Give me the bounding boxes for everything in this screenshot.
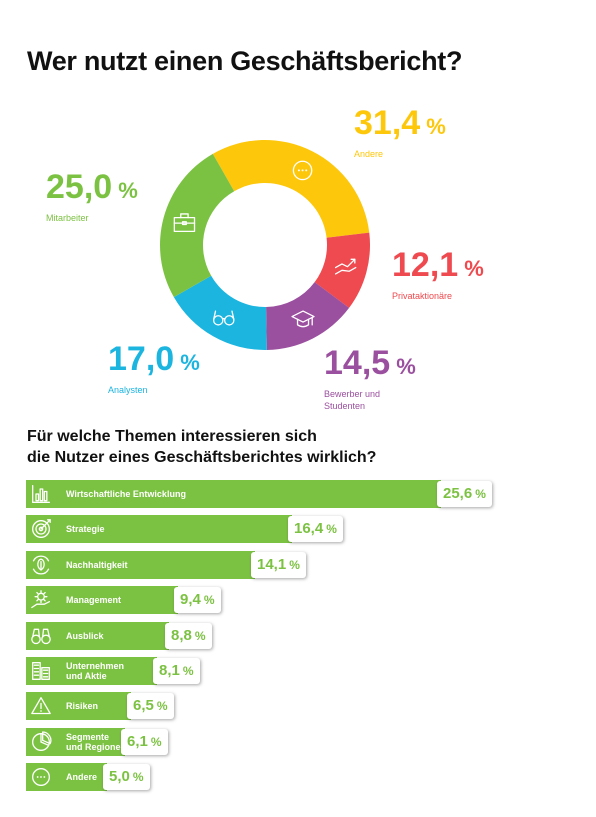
bar-value-unit: % (182, 664, 194, 678)
donut-label-3: 17,0% Analysten (108, 342, 200, 396)
bar-label: Strategie (66, 524, 105, 534)
bar-value-label: 14,1% (251, 552, 306, 578)
bar-row: Andere 5,0% (26, 763, 177, 791)
hand-chart-icon (334, 258, 357, 275)
donut-category-label: Bewerber und Studenten (324, 389, 381, 411)
donut-value-number: 25,0 (46, 168, 113, 206)
bar-value-label: 9,4% (174, 587, 221, 613)
bar-row: Risiken 6,5% (26, 692, 201, 720)
bar-value-unit: % (132, 770, 144, 784)
bar (26, 657, 157, 685)
bar-value-unit: % (150, 735, 162, 749)
donut-value-number: 14,5 (324, 344, 391, 382)
bar-value-number: 8,8 (171, 627, 192, 644)
bar-value-number: 5,0 (109, 768, 130, 785)
donut-value: 17,0% (108, 342, 200, 380)
bar-value-unit: % (156, 699, 168, 713)
bar (26, 692, 131, 720)
donut-slice-3 (173, 275, 267, 350)
bar (26, 551, 255, 579)
donut-label-1: 12,1% Privataktionäre (392, 248, 484, 302)
bar-label: Ausblick (66, 631, 104, 641)
bar-chart-title: Für welche Themen interessieren sich die… (27, 428, 377, 466)
bar-label: Unternehmen und Aktie (66, 661, 125, 681)
bar-row: Wirtschaftliche Entwicklung 25,6% (26, 480, 511, 508)
bar-label: Wirtschaftliche Entwicklung (66, 489, 186, 499)
building-chart-icon (32, 662, 50, 680)
donut-value: 31,4% (354, 106, 446, 144)
bar-value-unit: % (475, 487, 486, 501)
bar-label: Management (66, 595, 122, 605)
bar (26, 480, 441, 508)
bar-value-unit: % (194, 629, 206, 643)
binoculars-icon (31, 628, 51, 645)
donut-label-2: 14,5% Bewerber und Studenten (324, 346, 416, 412)
dots-icon (292, 160, 313, 181)
bar-row: Nachhaltigkeit 14,1% (26, 551, 325, 579)
bar-value-unit: % (289, 558, 300, 572)
donut-category-label: Mitarbeiter (46, 213, 89, 223)
donut-slice-4 (159, 153, 235, 298)
donut-value-unit: % (426, 114, 446, 139)
bar (26, 515, 292, 543)
donut-slice-2 (266, 282, 350, 350)
donut-value-unit: % (118, 178, 138, 203)
bar-value-number: 8,1 (159, 662, 180, 679)
donut-value: 14,5% (324, 346, 416, 384)
bar-label: Nachhaltigkeit (66, 560, 128, 570)
bar-label: Risiken (66, 701, 99, 711)
bar (26, 622, 169, 650)
graduation-cap-icon (291, 310, 315, 328)
bar-value-unit: % (203, 593, 215, 607)
dots-icon (32, 768, 50, 786)
gear-hand-icon (31, 590, 50, 609)
glasses-icon (213, 310, 235, 326)
bar-value-number: 16,4 (294, 520, 324, 537)
bar-value-label: 5,0% (103, 764, 150, 790)
bar-value-number: 9,4 (180, 591, 201, 608)
bar-row: Strategie 16,4% (26, 515, 362, 543)
bar (26, 586, 178, 614)
bar-row: Unternehmen und Aktie 8,1% (26, 657, 227, 685)
bar (26, 763, 107, 791)
pie-icon (32, 731, 52, 751)
bar-label: Segmente und Regionen (66, 732, 126, 752)
donut-label-4: 25,0% Mitarbeiter (46, 170, 138, 224)
bar-row: Ausblick 8,8% (26, 622, 239, 650)
bar-row: Management 9,4% (26, 586, 248, 614)
bar-value-unit: % (326, 522, 337, 536)
bar-label: Andere (66, 772, 98, 782)
donut-value-unit: % (464, 256, 484, 281)
bar-value-number: 6,1 (127, 733, 148, 750)
bar-chart-icon (32, 485, 50, 503)
page-title: Wer nutzt einen Geschäftsbericht? (27, 46, 463, 76)
donut-slice-0 (212, 140, 370, 238)
donut-value: 25,0% (46, 170, 138, 208)
bar-value-number: 6,5 (133, 697, 154, 714)
bar-value-label: 25,6% (437, 481, 492, 507)
bar-value-number: 14,1 (257, 556, 287, 573)
donut-value-unit: % (396, 354, 416, 379)
donut-value-number: 31,4 (354, 104, 421, 142)
bar-value-label: 16,4% (288, 516, 343, 542)
donut-value-number: 12,1 (392, 246, 459, 284)
donut-label-0: 31,4% Andere (354, 106, 446, 160)
donut-value-number: 17,0 (108, 340, 175, 378)
leaf-cycle-icon (32, 555, 50, 575)
donut-category-label: Analysten (108, 385, 148, 395)
donut-category-label: Privataktionäre (392, 291, 453, 301)
bar-value-number: 25,6 (443, 485, 473, 502)
bar-value-label: 8,8% (165, 623, 212, 649)
target-icon (32, 519, 51, 538)
donut-chart (159, 140, 370, 350)
donut-category-label: Andere (354, 149, 384, 159)
donut-value-unit: % (180, 350, 200, 375)
donut-value: 12,1% (392, 248, 484, 286)
bar-value-label: 8,1% (153, 658, 200, 684)
warning-icon (31, 697, 51, 715)
bar-value-label: 6,5% (127, 693, 174, 719)
bar-value-label: 6,1% (121, 729, 168, 755)
briefcase-icon (173, 213, 196, 232)
bar-row: Segmente und Regionen 6,1% (26, 728, 195, 756)
